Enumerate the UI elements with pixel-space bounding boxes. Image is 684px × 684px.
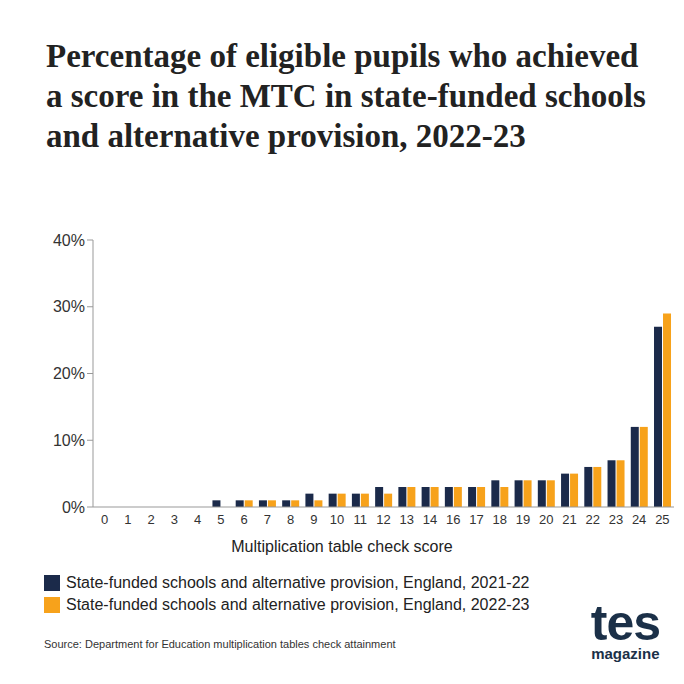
svg-text:22: 22 <box>585 512 599 527</box>
html-text:Multiplication table check sco: Multiplication table check score <box>231 538 453 555</box>
svg-text:9: 9 <box>310 512 317 527</box>
svg-text:13: 13 <box>400 512 414 527</box>
html-text:magazine: magazine <box>591 645 660 662</box>
svg-text:20%: 20% <box>53 365 85 382</box>
svg-text:40%: 40% <box>53 232 85 249</box>
svg-text:30%: 30% <box>53 298 85 315</box>
svg-text:14: 14 <box>423 512 437 527</box>
svg-text:24: 24 <box>632 512 646 527</box>
svg-text:23: 23 <box>609 512 623 527</box>
svg-text:20: 20 <box>539 512 553 527</box>
html-text:Percentage of eligible pupils: Percentage of eligible pupils who achiev… <box>46 38 646 154</box>
svg-text:1: 1 <box>124 512 131 527</box>
html-text:State-funded schools and alter: State-funded schools and alternative pro… <box>66 574 530 591</box>
svg-text:6: 6 <box>240 512 247 527</box>
html-text:Source: Department for Educati: Source: Department for Education multipl… <box>44 638 396 650</box>
svg-text:19: 19 <box>516 512 530 527</box>
svg-text:17: 17 <box>469 512 483 527</box>
html-text:State-funded schools and alter: State-funded schools and alternative pro… <box>66 596 530 613</box>
svg-text:4: 4 <box>194 512 201 527</box>
svg-text:0: 0 <box>101 512 108 527</box>
svg-text:8: 8 <box>287 512 294 527</box>
html-text:tes: tes <box>590 595 660 651</box>
svg-text:21: 21 <box>562 512 576 527</box>
svg-text:7: 7 <box>264 512 271 527</box>
svg-text:25: 25 <box>655 512 669 527</box>
svg-text:10%: 10% <box>53 432 85 449</box>
svg-text:12: 12 <box>376 512 390 527</box>
svg-text:18: 18 <box>492 512 506 527</box>
svg-text:10: 10 <box>330 512 344 527</box>
svg-text:2: 2 <box>147 512 154 527</box>
svg-text:0%: 0% <box>62 499 85 516</box>
svg-text:3: 3 <box>171 512 178 527</box>
svg-text:16: 16 <box>446 512 460 527</box>
svg-text:5: 5 <box>217 512 224 527</box>
svg-text:11: 11 <box>354 512 368 527</box>
